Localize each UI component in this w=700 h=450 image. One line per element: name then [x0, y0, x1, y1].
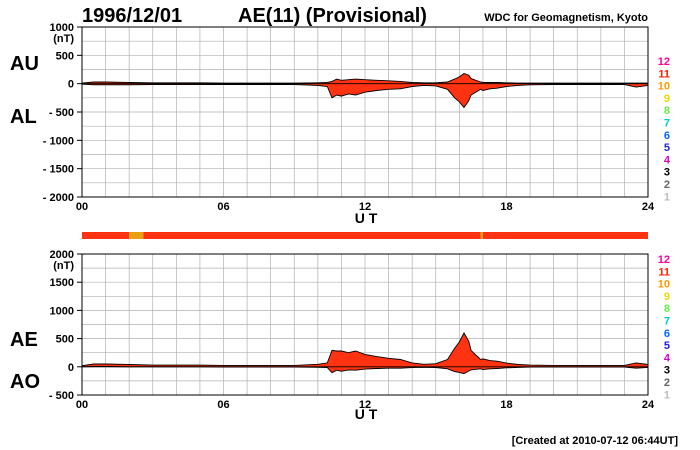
station-count-label: 7: [664, 316, 670, 328]
top-x-axis-label: U T: [355, 210, 378, 226]
top-y-unit: (nT): [53, 33, 74, 45]
x-tick-label: 12: [359, 201, 371, 213]
y-tick-label: 500: [56, 334, 74, 346]
y-tick-label: 2000: [50, 249, 74, 261]
x-tick-label: 18: [500, 201, 512, 213]
station-count-label: 8: [664, 105, 670, 117]
station-count-label: 2: [664, 179, 670, 191]
y-tick-label: - 2000: [43, 192, 74, 204]
station-count-label: 4: [664, 154, 671, 166]
x-tick-label: 24: [642, 201, 655, 213]
station-count-label: 5: [664, 142, 670, 154]
coverage-segment: [143, 232, 481, 239]
x-tick-label: 06: [217, 201, 229, 213]
y-tick-label: 1000: [50, 22, 74, 34]
ae-label: AE: [10, 329, 38, 351]
bottom-y-unit: (nT): [53, 260, 74, 272]
index-title: AE(11) (Provisional): [238, 5, 427, 27]
station-count-label: 1: [664, 191, 670, 203]
y-tick-label: 1000: [50, 305, 74, 317]
x-tick-label: 24: [642, 399, 655, 411]
ao-label: AO: [10, 371, 40, 393]
station-count-label: 6: [664, 130, 670, 142]
source-label: WDC for Geomagnetism, Kyoto: [484, 12, 648, 24]
station-count-label: 5: [664, 340, 670, 352]
station-count-label: 11: [658, 68, 670, 80]
created-timestamp: [Created at 2010-07-12 06:44UT]: [512, 435, 679, 447]
index-envelope-fill: [82, 73, 648, 108]
station-count-label: 3: [664, 365, 670, 377]
station-count-label: 3: [664, 167, 670, 179]
station-count-label: 10: [658, 81, 670, 93]
station-count-label: 9: [664, 93, 670, 105]
station-count-label: 10: [658, 279, 670, 291]
coverage-segment: [129, 232, 144, 239]
station-count-label: 6: [664, 328, 670, 340]
bottom-x-axis-label: U T: [355, 406, 378, 422]
y-tick-label: - 500: [49, 390, 74, 402]
station-count-label: 2: [664, 377, 670, 389]
coverage-bar: [82, 232, 648, 239]
coverage-segment: [482, 232, 648, 239]
series-line-au: [81, 72, 648, 84]
x-tick-label: 00: [76, 201, 88, 213]
station-count-label: 12: [658, 56, 670, 68]
station-count-label: 4: [664, 352, 671, 364]
coverage-segment: [480, 232, 483, 239]
x-tick-label: 18: [500, 399, 512, 411]
station-count-label: 11: [658, 266, 670, 278]
x-tick-label: 00: [76, 399, 88, 411]
x-tick-label: 06: [217, 399, 229, 411]
station-count-label: 1: [664, 389, 670, 401]
al-label: AL: [10, 106, 37, 128]
y-tick-label: 1500: [50, 277, 74, 289]
station-count-label: 9: [664, 291, 670, 303]
y-tick-label: - 1000: [43, 135, 74, 147]
series-line-ae: [81, 332, 649, 367]
y-tick-label: - 500: [49, 107, 74, 119]
plot-frame: [81, 253, 649, 396]
y-tick-label: - 1500: [43, 164, 74, 176]
station-count-label: 7: [664, 118, 670, 130]
x-tick-label: 12: [359, 399, 371, 411]
station-count-label: 8: [664, 303, 670, 315]
y-tick-label: 0: [68, 362, 74, 374]
station-count-label: 12: [658, 254, 670, 266]
coverage-segment: [82, 232, 130, 239]
y-tick-label: 500: [56, 50, 74, 62]
series-line-al: [81, 83, 649, 109]
date-title: 1996/12/01: [82, 5, 182, 27]
y-tick-label: 0: [68, 79, 74, 91]
au-label: AU: [10, 53, 39, 75]
